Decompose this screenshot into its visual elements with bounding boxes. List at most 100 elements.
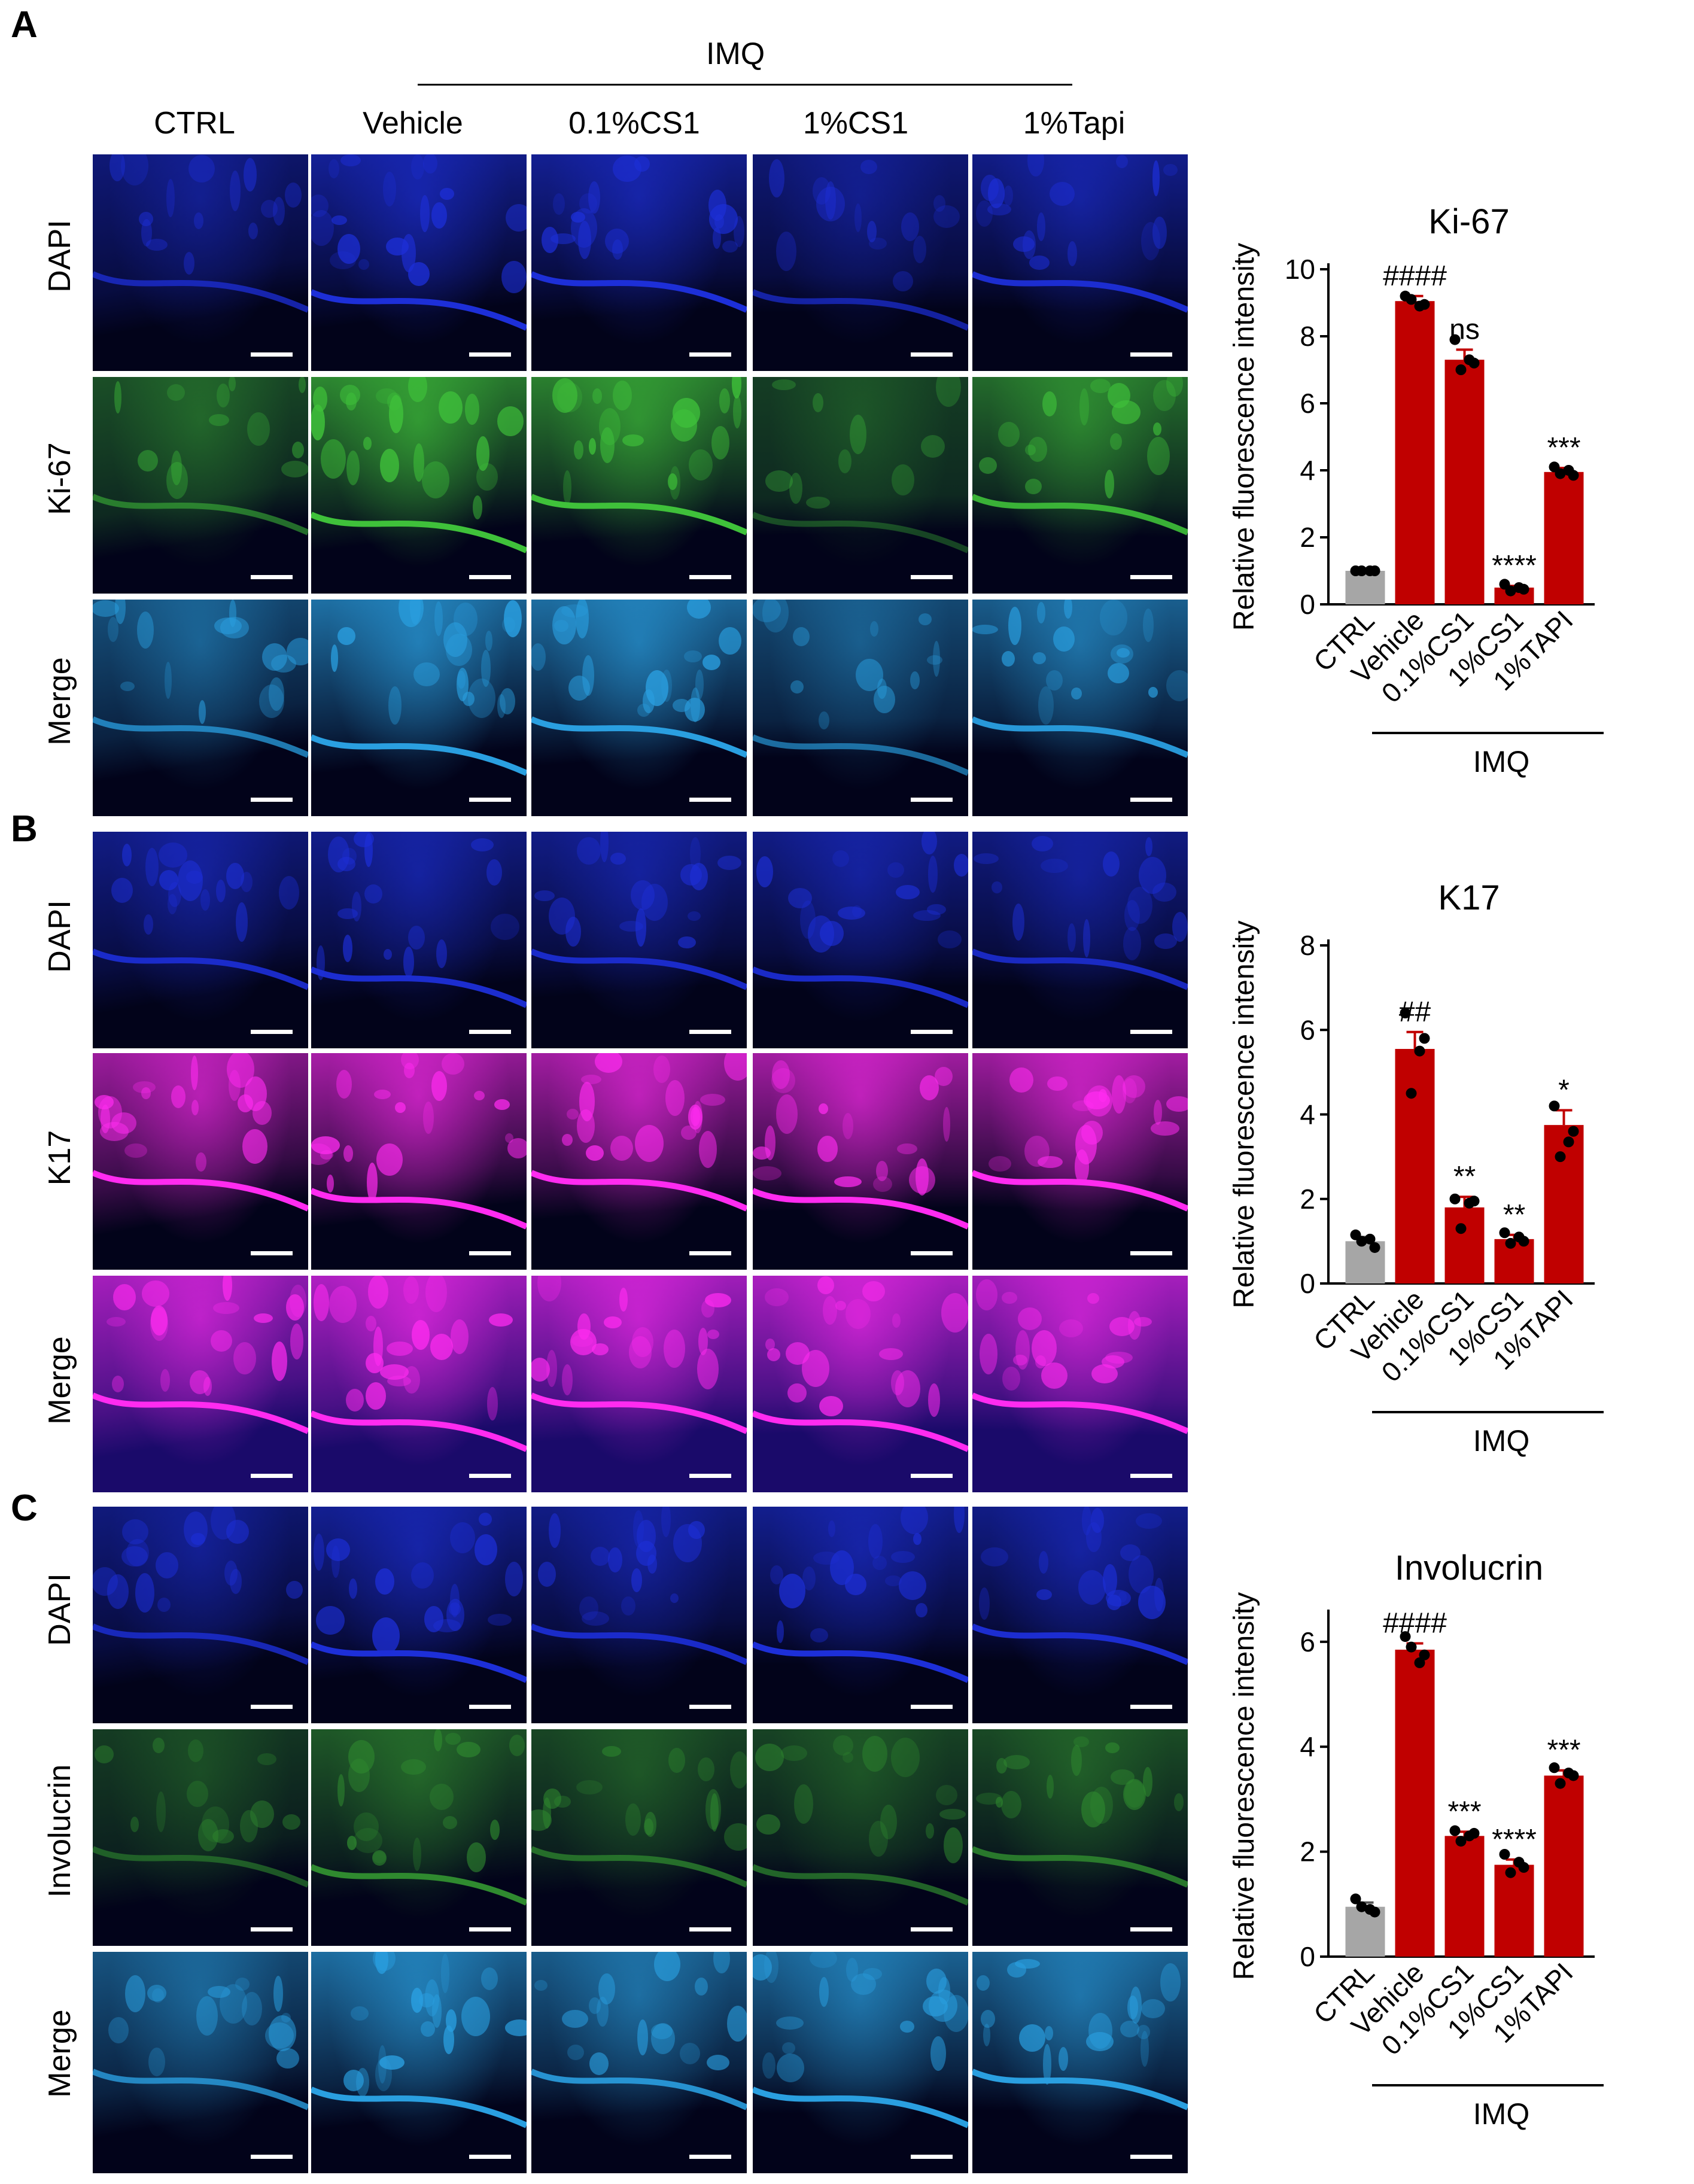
y-tick-label: 0 [1300, 1268, 1315, 1299]
micro-image-c-dapi-cs1-high [753, 1507, 968, 1723]
significance-label: ns [1449, 314, 1480, 345]
scale-bar [1130, 1705, 1172, 1709]
chart-ki67: Ki-67 Relative fluorescence intensity 0 2 4 6… [1228, 202, 1604, 778]
scale-bar [251, 1251, 293, 1255]
scale-bar [1130, 1251, 1172, 1255]
scale-bar [689, 798, 731, 802]
micro-image-a-dapi-cs1-high [753, 154, 968, 371]
y-tick-label: 4 [1300, 455, 1315, 486]
scale-bar [911, 1030, 953, 1034]
y-axis-label: Relative fluorescence intensity [1228, 243, 1260, 631]
data-point [1555, 1778, 1566, 1789]
micro-image-a-merge-cs1-high [753, 600, 968, 816]
scale-bar [469, 1705, 511, 1709]
micro-image-a-dapi-tapi [972, 154, 1188, 371]
scale-bar [1130, 798, 1172, 802]
row-label-b-merge: Merge [42, 1336, 77, 1425]
data-point [1400, 1008, 1411, 1018]
significance-label: #### [1383, 260, 1447, 292]
data-point [1455, 1223, 1467, 1234]
imq-header-label: IMQ [706, 36, 765, 71]
scale-bar [911, 2155, 953, 2159]
y-tick-label: 10 [1285, 254, 1315, 285]
micro-image-a-dapi-vehicle [311, 154, 527, 371]
micro-image-c-dapi-ctrl [93, 1507, 308, 1723]
significance-label: **** [1492, 1824, 1537, 1856]
data-point [1464, 354, 1475, 366]
micro-image-a-merge-vehicle [311, 600, 527, 816]
scale-bar [251, 575, 293, 579]
chart-title: Ki-67 [1428, 202, 1509, 241]
micro-image-a-merge-tapi [972, 600, 1188, 816]
column-label-vehicle: Vehicle [363, 106, 463, 141]
data-point [1356, 1901, 1367, 1912]
scale-bar [1130, 1474, 1172, 1478]
scale-bar [1130, 575, 1172, 579]
data-point [1555, 1151, 1566, 1163]
micro-image-c-merge-cs1-low [531, 1952, 747, 2173]
scale-bar [911, 1251, 953, 1255]
scale-bar [251, 1927, 293, 1931]
imq-group-label: IMQ [1473, 745, 1529, 778]
micro-image-b-merge-cs1-high [753, 1276, 968, 1492]
data-point [1356, 565, 1367, 576]
data-point [1369, 1242, 1380, 1253]
imq-header-line [418, 84, 1072, 86]
y-tick-label: 0 [1300, 1941, 1315, 1972]
column-label-0-1-cs1: 0.1%CS1 [568, 106, 700, 141]
micro-image-c-stain-tapi [972, 1729, 1188, 1946]
data-point [1419, 1649, 1430, 1660]
data-point [1505, 585, 1516, 597]
scale-bar [911, 1705, 953, 1709]
scale-bar [251, 798, 293, 802]
scale-bar [689, 1251, 731, 1255]
y-tick-label: 2 [1300, 522, 1315, 553]
scale-bar [911, 798, 953, 802]
micro-image-c-merge-tapi [972, 1952, 1188, 2173]
bar-0.1%CS1 [1444, 1207, 1485, 1283]
data-point [1555, 468, 1566, 479]
data-point [1364, 1233, 1376, 1245]
y-tick-label: 6 [1300, 388, 1315, 419]
significance-label: * [1558, 1074, 1570, 1106]
micro-image-a-merge-cs1-low [531, 600, 747, 816]
data-point [1464, 1830, 1475, 1842]
row-label-a-merge: Merge [42, 657, 77, 746]
micro-image-c-merge-vehicle [311, 1952, 527, 2173]
scale-bar [251, 1705, 293, 1709]
bar-1%TAPI [1544, 1125, 1584, 1283]
scale-bar [469, 1474, 511, 1478]
significance-label: ** [1503, 1199, 1525, 1231]
chart-involucrin: Involucrin Relative fluorescence intensit… [1228, 1549, 1604, 2131]
scale-bar [469, 1030, 511, 1034]
row-label-c-involucrin: Involucrin [42, 1764, 77, 1898]
significance-label: *** [1447, 1796, 1481, 1827]
data-point [1549, 1100, 1560, 1112]
row-label-a-dapi: DAPI [42, 220, 77, 293]
scale-bar [469, 575, 511, 579]
micro-image-b-dapi-tapi [972, 832, 1188, 1048]
data-point [1350, 1893, 1361, 1905]
data-point [1414, 1657, 1425, 1668]
data-point [1499, 1227, 1510, 1239]
significance-label: #### [1383, 1607, 1447, 1639]
scale-bar [469, 798, 511, 802]
micro-image-c-merge-ctrl [93, 1952, 308, 2173]
micro-image-b-stain-vehicle [311, 1053, 527, 1270]
significance-label: *** [1547, 432, 1580, 464]
bar-1%TAPI [1544, 472, 1584, 604]
scale-bar [469, 1927, 511, 1931]
micro-image-b-dapi-vehicle [311, 832, 527, 1048]
scale-bar [1130, 1927, 1172, 1931]
scale-bar [911, 1474, 953, 1478]
data-point [1364, 1904, 1376, 1915]
row-label-b-k17: K17 [42, 1130, 77, 1186]
micro-image-b-stain-ctrl [93, 1053, 308, 1270]
data-point [1549, 1762, 1560, 1774]
micro-image-b-stain-cs1-high [753, 1053, 968, 1270]
bar-Vehicle [1395, 1049, 1435, 1283]
micro-image-b-stain-cs1-low [531, 1053, 747, 1270]
y-tick-label: 4 [1300, 1099, 1315, 1130]
panel-letter-a: A [11, 4, 38, 45]
